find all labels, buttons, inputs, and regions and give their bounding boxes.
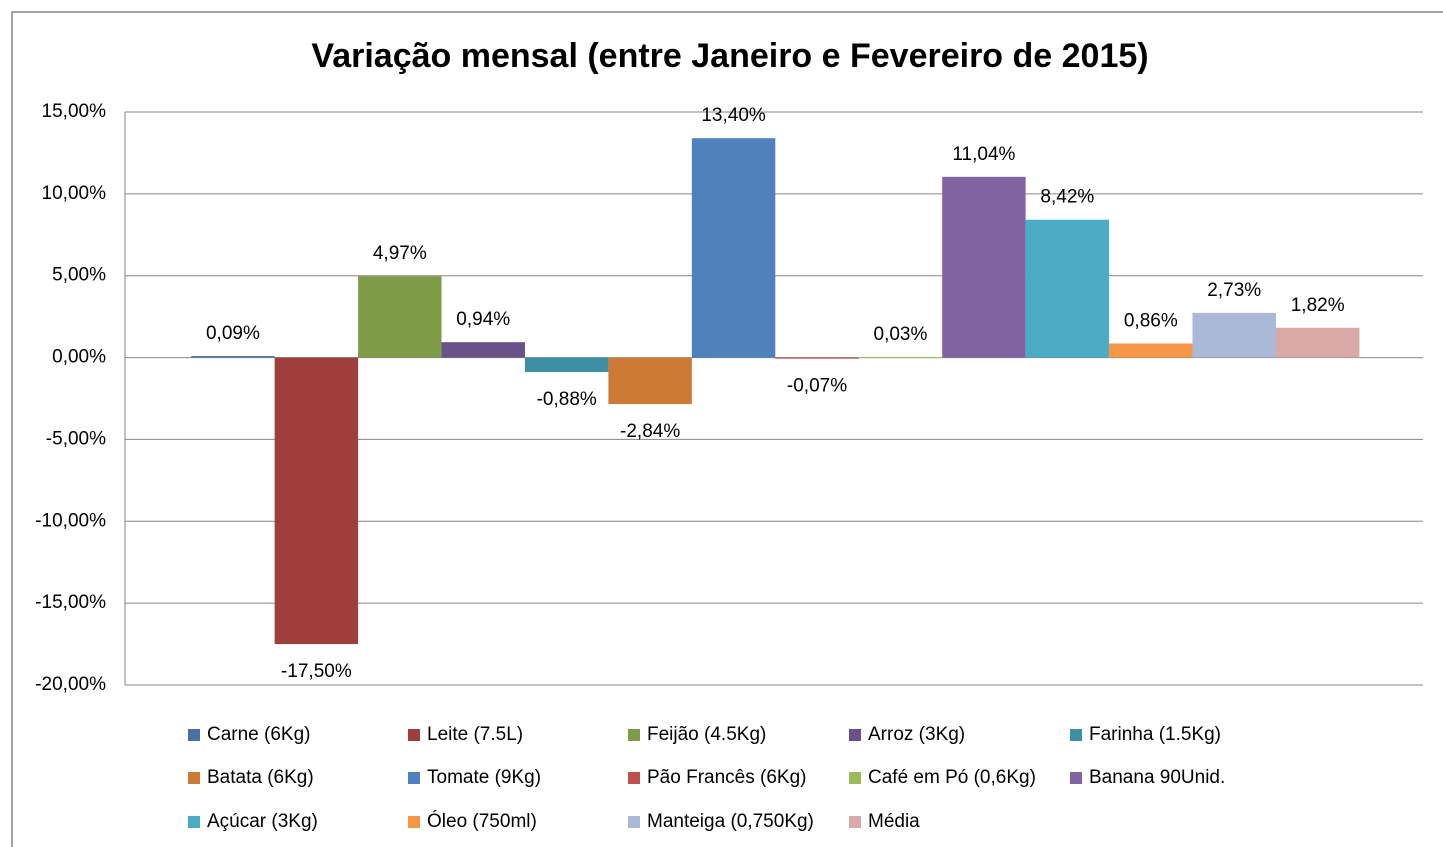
- legend-swatch: [849, 729, 861, 741]
- y-tick-label: 0,00%: [52, 347, 106, 368]
- data-label: -2,84%: [620, 421, 680, 442]
- y-tick-label: -15,00%: [35, 592, 106, 613]
- y-tick-label: -20,00%: [35, 674, 106, 695]
- legend-swatch: [849, 772, 861, 784]
- bar: [775, 357, 859, 359]
- bar: [1192, 312, 1276, 358]
- legend-label: Manteiga (0,750Kg): [647, 811, 814, 832]
- legend-swatch: [408, 772, 420, 784]
- legend-swatch: [628, 729, 640, 741]
- y-tick-label: 15,00%: [42, 101, 107, 122]
- legend-swatch: [1070, 772, 1082, 784]
- legend-swatch: [188, 816, 200, 828]
- data-label: 13,40%: [701, 105, 766, 126]
- legend-swatch: [849, 816, 861, 828]
- legend-label: Batata (6Kg): [207, 767, 314, 788]
- bar: [441, 342, 525, 358]
- chart-title: Variação mensal (entre Janeiro e Feverei…: [311, 37, 1148, 75]
- legend-swatch: [188, 772, 200, 784]
- legend-label: Média: [868, 811, 920, 832]
- data-label: 4,97%: [373, 243, 427, 264]
- data-label: 11,04%: [952, 144, 1015, 165]
- data-label: 2,73%: [1207, 280, 1261, 301]
- y-tick-label: -10,00%: [35, 510, 106, 531]
- legend-label: Feijão (4.5Kg): [647, 724, 766, 745]
- legend-swatch: [628, 816, 640, 828]
- data-label: -17,50%: [281, 661, 352, 682]
- bar: [608, 357, 692, 405]
- bar: [691, 138, 776, 358]
- data-label: 0,03%: [874, 324, 928, 345]
- legend-swatch: [1070, 729, 1082, 741]
- legend-label: Tomate (9Kg): [427, 767, 541, 788]
- y-tick-label: 5,00%: [52, 265, 106, 286]
- data-label: 0,94%: [456, 309, 510, 330]
- data-label: 0,09%: [206, 323, 260, 344]
- legend-label: Pão Francês (6Kg): [647, 767, 806, 788]
- bar: [191, 356, 275, 358]
- legend-label: Banana 90Unid.: [1089, 767, 1225, 788]
- legend-label: Farinha (1.5Kg): [1089, 724, 1221, 745]
- y-tick-label: 10,00%: [42, 183, 107, 204]
- bar: [358, 276, 442, 358]
- bar: [1275, 327, 1360, 358]
- data-label: 0,86%: [1124, 311, 1178, 332]
- legend-label: Carne (6Kg): [207, 724, 311, 745]
- data-label: -0,88%: [537, 389, 597, 410]
- legend-swatch: [628, 772, 640, 784]
- bar: [1025, 219, 1110, 358]
- legend-swatch: [408, 729, 420, 741]
- bar: [858, 357, 943, 359]
- data-label: 8,42%: [1040, 187, 1094, 208]
- data-label: 1,82%: [1291, 295, 1345, 316]
- bar: [524, 357, 609, 372]
- legend-swatch: [408, 816, 420, 828]
- legend-label: Café em Pó (0,6Kg): [868, 767, 1036, 788]
- chart-frame: [11, 11, 1443, 847]
- legend-label: Leite (7.5L): [427, 724, 523, 745]
- bar: [1109, 343, 1193, 358]
- legend-label: Açúcar (3Kg): [207, 811, 318, 832]
- legend-label: Arroz (3Kg): [868, 724, 965, 745]
- legend-swatch: [188, 729, 200, 741]
- data-label: -0,07%: [787, 376, 847, 397]
- bar: [942, 176, 1026, 358]
- y-tick-label: -5,00%: [46, 428, 106, 449]
- legend-label: Óleo (750ml): [427, 810, 537, 832]
- bar: [274, 357, 359, 645]
